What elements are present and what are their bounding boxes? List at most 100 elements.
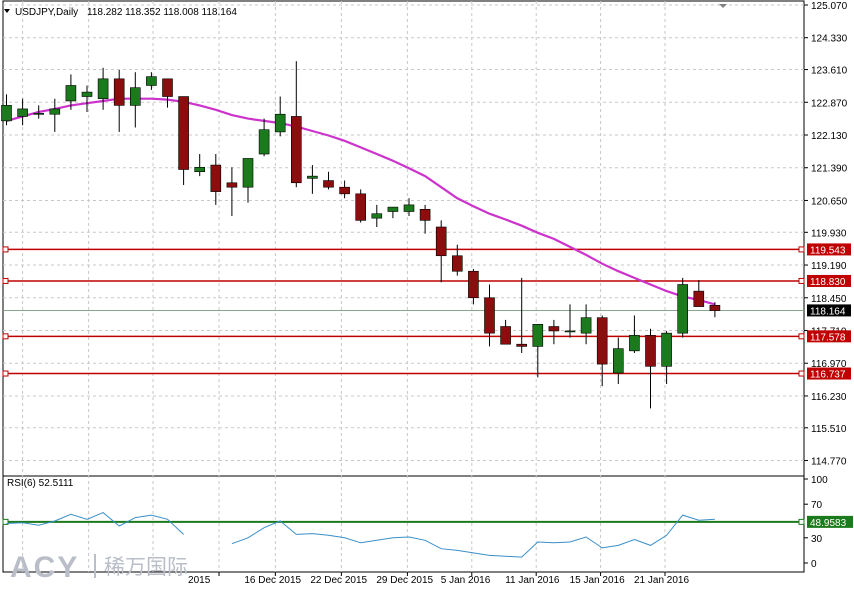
candle-body-bull xyxy=(65,85,77,102)
candle[interactable] xyxy=(49,98,61,132)
candle-body-bull xyxy=(532,324,544,347)
candle[interactable] xyxy=(355,189,367,223)
candle[interactable] xyxy=(387,206,399,219)
candle[interactable] xyxy=(1,94,12,126)
rsi-y-tick-label: 0 xyxy=(811,559,817,570)
candle[interactable] xyxy=(371,204,383,228)
candle[interactable] xyxy=(629,315,640,354)
candle[interactable] xyxy=(468,269,479,305)
candle[interactable] xyxy=(403,198,415,216)
candle[interactable] xyxy=(97,67,109,110)
level-handle-right[interactable] xyxy=(798,333,805,340)
rsi-y-tick-label: 30 xyxy=(811,534,823,545)
rsi-label: RSI(6) 52.5111 xyxy=(7,478,74,489)
x-tick-label: 29 Dec 2015 xyxy=(376,575,433,586)
rsi-panel xyxy=(2,512,805,558)
candle[interactable] xyxy=(612,337,624,385)
candle[interactable] xyxy=(33,105,45,119)
candle[interactable] xyxy=(146,72,157,90)
current-price-box xyxy=(807,304,851,317)
collapse-arrow-icon[interactable] xyxy=(4,9,10,13)
candle[interactable] xyxy=(242,158,254,203)
level-handle-left[interactable] xyxy=(2,277,9,284)
candle[interactable] xyxy=(274,96,286,137)
candle-body-bull xyxy=(612,348,624,374)
candle[interactable] xyxy=(258,118,270,157)
candles xyxy=(1,61,721,409)
y-tick-label: 122.870 xyxy=(811,98,848,109)
y-tick-label: 119.190 xyxy=(811,261,847,272)
y-tick-label: 119.930 xyxy=(811,228,847,239)
candle[interactable] xyxy=(162,78,173,108)
level-handle-left[interactable] xyxy=(2,370,9,377)
logo-divider xyxy=(94,554,96,578)
scroll-marker-icon[interactable] xyxy=(719,4,727,8)
candle-body-bear xyxy=(290,116,302,184)
candle[interactable] xyxy=(323,171,334,190)
candle[interactable] xyxy=(500,319,511,345)
candle[interactable] xyxy=(113,69,125,132)
candle-body-bear xyxy=(468,270,479,299)
candle[interactable] xyxy=(307,165,318,194)
candle[interactable] xyxy=(130,72,141,128)
candle-body-bear xyxy=(500,326,511,345)
candle[interactable] xyxy=(65,74,77,110)
level-handle-right[interactable] xyxy=(798,277,805,284)
y-tick-label: 115.510 xyxy=(811,424,847,435)
level-price-box xyxy=(807,330,851,343)
acy-logo: ACY 稀万国际 xyxy=(10,551,188,584)
price-axis: 125.070 124.330 123.610 122.870 122.130 121.3… xyxy=(804,1,853,570)
candle[interactable] xyxy=(709,302,721,318)
level-handle-left[interactable] xyxy=(2,246,9,253)
candle[interactable] xyxy=(339,180,350,199)
candle[interactable] xyxy=(419,204,431,234)
candle-body-bear xyxy=(162,78,173,97)
candle[interactable] xyxy=(194,154,205,177)
x-tick-label: 15 Jan 2016 xyxy=(570,575,625,586)
candle-body-bull xyxy=(307,175,318,179)
candle-body-bull xyxy=(81,91,93,97)
candle-body-bear xyxy=(178,96,189,170)
level-price-box xyxy=(807,243,851,256)
current-price-label: 118.164 xyxy=(810,306,846,317)
candle[interactable] xyxy=(484,284,495,347)
y-tick-label: 118.450 xyxy=(811,294,847,305)
candle[interactable] xyxy=(17,98,28,126)
candle-body-bear xyxy=(484,297,495,334)
candle[interactable] xyxy=(178,96,189,185)
x-tick-label: 22 Dec 2015 xyxy=(310,575,367,586)
candle[interactable] xyxy=(451,244,463,276)
candle[interactable] xyxy=(564,304,576,338)
candle[interactable] xyxy=(532,324,544,378)
candle[interactable] xyxy=(290,61,302,188)
level-handle-left[interactable] xyxy=(2,333,9,340)
candle[interactable] xyxy=(548,319,560,345)
candle[interactable] xyxy=(580,304,592,345)
candle[interactable] xyxy=(516,277,528,354)
candle[interactable] xyxy=(210,154,222,205)
rsi-level-box xyxy=(807,515,853,528)
candle[interactable] xyxy=(677,277,689,338)
rsi-level-handle-right[interactable] xyxy=(798,518,805,525)
level-handle-right[interactable] xyxy=(798,246,805,253)
candle-body-bull xyxy=(146,76,157,86)
candle[interactable] xyxy=(435,220,447,283)
candle[interactable] xyxy=(645,328,656,409)
candle[interactable] xyxy=(693,280,705,307)
logo-chinese: 稀万国际 xyxy=(104,555,188,579)
y-tick-label: 114.770 xyxy=(811,457,847,468)
y-tick-label: 116.970 xyxy=(811,359,847,370)
level-price-box xyxy=(807,367,851,380)
candle[interactable] xyxy=(596,315,608,387)
x-tick-label: 11 Jan 2016 xyxy=(505,575,560,586)
candle-body-bear xyxy=(323,180,334,188)
candle[interactable] xyxy=(226,167,238,216)
level-handle-right[interactable] xyxy=(798,370,805,377)
rsi-level-handle-left[interactable] xyxy=(2,518,9,525)
candle-body-bull xyxy=(49,108,61,115)
candle[interactable] xyxy=(661,330,672,385)
candle[interactable] xyxy=(81,85,93,113)
level-price-label: 118.830 xyxy=(810,277,846,288)
